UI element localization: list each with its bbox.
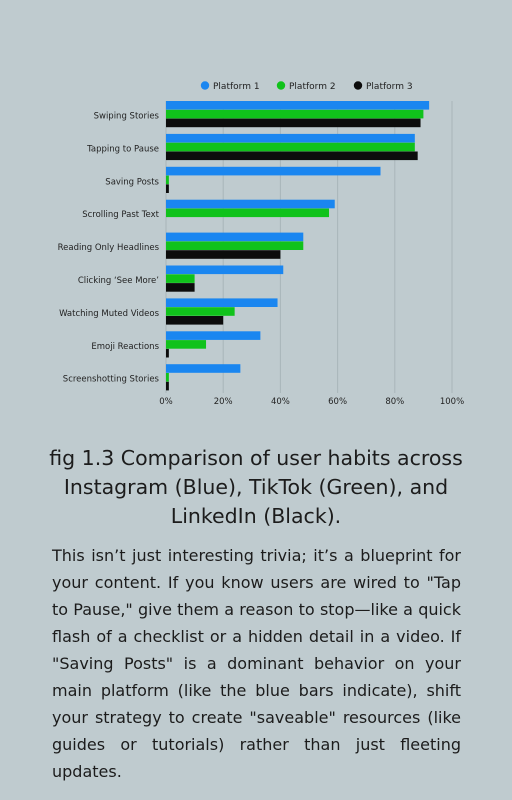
category-label: Tapping to Pause — [86, 144, 159, 154]
bar-chart: 0% 20% 40% 60% 80% 100% Platform 1 Platform 2 Pl… — [58, 81, 464, 407]
category-label: Clicking ‘See More’ — [78, 276, 159, 286]
category-label: Saving Posts — [105, 177, 159, 187]
bar — [166, 265, 284, 275]
bar — [166, 283, 195, 292]
bar — [166, 250, 281, 259]
category-label: Watching Muted Videos — [59, 309, 160, 319]
category-label: Scrolling Past Text — [82, 210, 159, 220]
bar — [166, 175, 169, 185]
legend-marker — [353, 81, 363, 90]
legend-marker — [200, 81, 210, 90]
bar — [166, 101, 430, 110]
bar — [166, 298, 278, 307]
x-tick-label: 60% — [328, 397, 347, 407]
bar — [166, 199, 335, 209]
legend-label: Platform 3 — [366, 82, 413, 92]
bar — [166, 381, 169, 391]
x-tick-label: 100% — [440, 397, 464, 407]
bar — [166, 307, 235, 316]
bar — [166, 274, 195, 283]
bar — [166, 151, 418, 161]
bar — [166, 133, 415, 143]
figure-caption: fig 1.3 Comparison of user habits across… — [49, 446, 463, 528]
bar — [166, 208, 330, 218]
category-label: Reading Only Headlines — [58, 243, 160, 253]
x-tick-label: 40% — [271, 397, 290, 407]
category-label: Screenshotting Stories — [63, 375, 160, 385]
bar — [166, 166, 381, 176]
body-paragraph: This isn’t just interesting trivia; it’s… — [52, 546, 461, 781]
category-label: Emoji Reactions — [91, 342, 159, 352]
bar — [166, 348, 169, 358]
bar — [166, 241, 304, 250]
legend-marker — [276, 81, 286, 90]
x-tick-label: 0% — [159, 397, 173, 407]
bar — [166, 232, 304, 242]
bar — [166, 340, 207, 349]
bar — [166, 118, 421, 128]
category-label: Swiping Stories — [94, 112, 160, 122]
bar — [166, 184, 169, 193]
x-tick-label: 80% — [385, 397, 404, 407]
legend-label: Platform 1 — [213, 82, 260, 92]
legend-label: Platform 2 — [289, 82, 336, 92]
bar — [166, 142, 415, 152]
bar — [166, 331, 261, 340]
bar — [166, 109, 424, 119]
bar — [166, 373, 169, 382]
bar — [166, 316, 224, 325]
bar — [166, 364, 241, 373]
x-tick-label: 20% — [214, 397, 233, 407]
